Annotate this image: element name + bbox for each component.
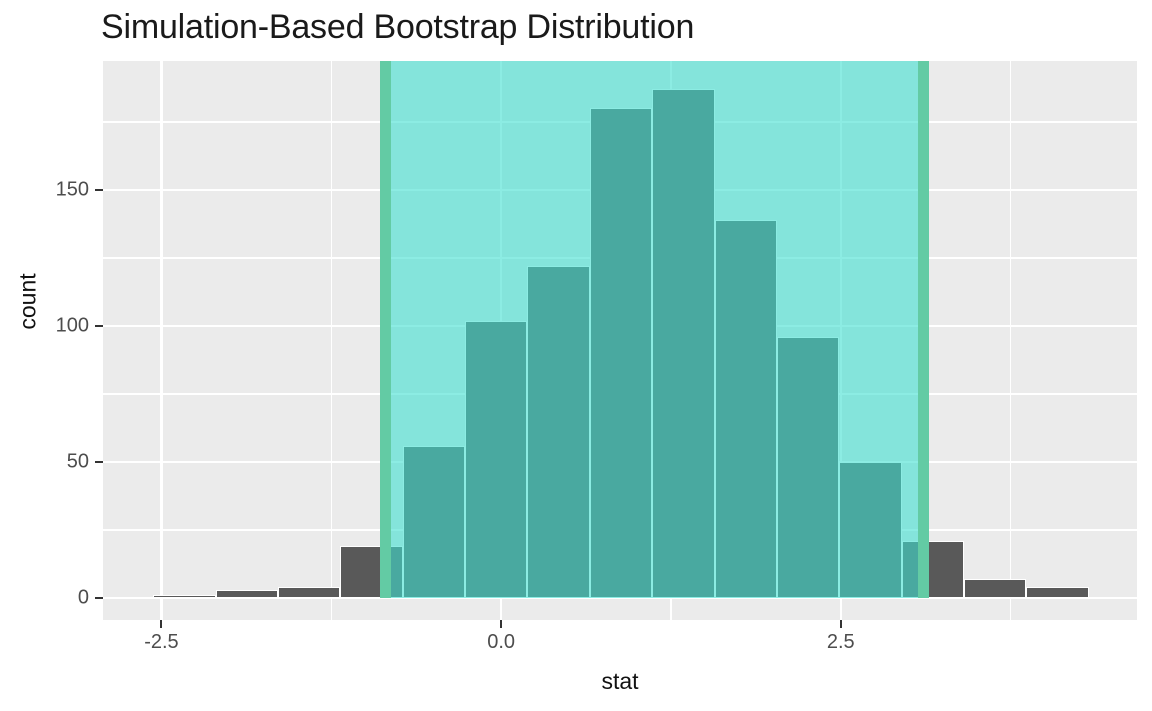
plot-title: Simulation-Based Bootstrap Distribution: [101, 8, 695, 46]
x-axis-tick-label: 0.0: [487, 631, 516, 653]
confidence-interval-shade: [385, 61, 924, 598]
y-axis-tick-label: 50: [66, 450, 89, 473]
gridline-major-x: [160, 61, 163, 620]
histogram-bar: [153, 595, 216, 599]
x-axis-tick-label: 2.5: [826, 631, 855, 653]
ci-lower-line: [379, 61, 392, 598]
gridline-minor-x: [1009, 61, 1012, 620]
histogram-bar: [964, 578, 1027, 598]
y-axis-tick: [95, 188, 103, 191]
y-axis-tick: [95, 596, 103, 599]
gridline-minor-x: [330, 61, 333, 620]
y-axis-title: count: [14, 273, 41, 330]
plot-panel: [103, 61, 1137, 620]
y-axis-tick-label: 150: [55, 178, 89, 201]
y-axis-tick: [95, 460, 103, 463]
histogram-bar: [278, 587, 341, 598]
gridline-major-y: [103, 596, 1137, 600]
histogram-bar: [1026, 587, 1089, 598]
x-axis-tick: [160, 620, 163, 628]
histogram-bar: [215, 589, 278, 598]
x-axis-tick-label: -2.5: [144, 631, 179, 653]
y-axis-tick-label: 0: [77, 586, 89, 609]
x-axis-tick: [839, 620, 842, 628]
ci-upper-line: [917, 61, 930, 598]
y-axis-tick-label: 100: [55, 314, 89, 337]
x-axis-title: stat: [601, 668, 639, 694]
x-axis-tick: [500, 620, 503, 628]
y-axis-tick: [95, 324, 103, 327]
